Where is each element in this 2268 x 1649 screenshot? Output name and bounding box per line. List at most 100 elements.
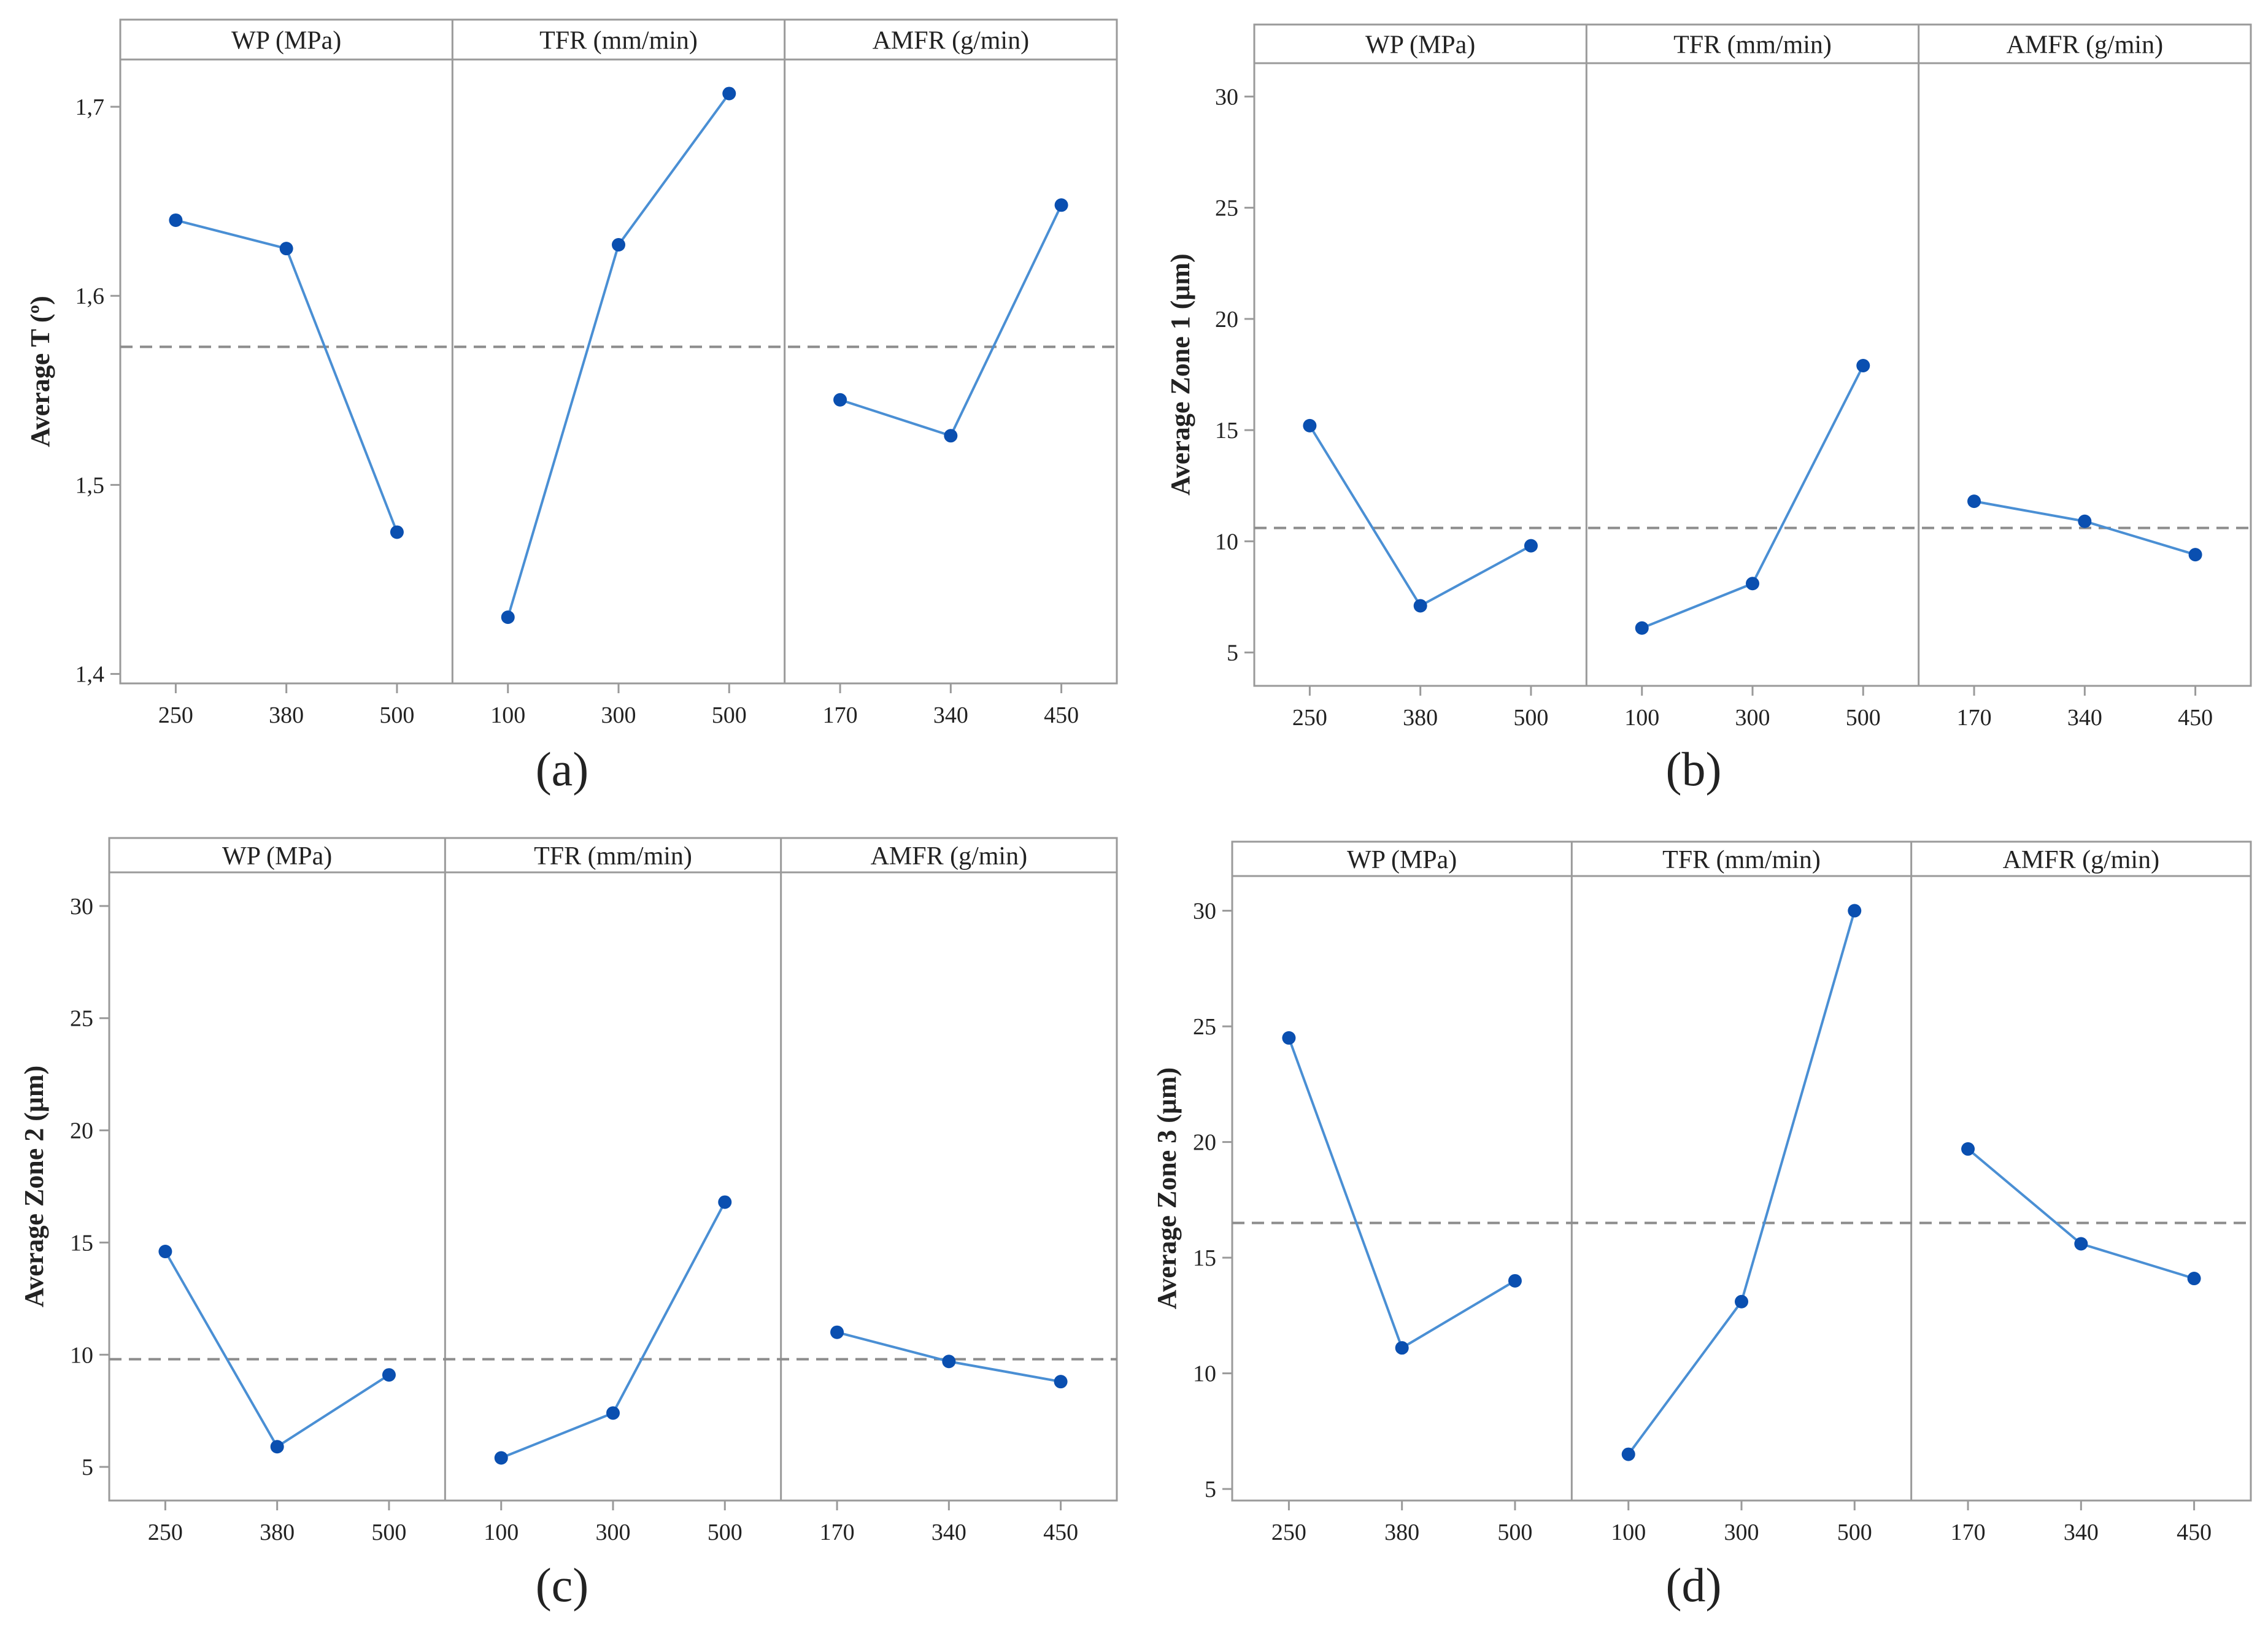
data-point <box>501 610 515 625</box>
x-tick-label: 100 <box>484 1520 519 1545</box>
data-point <box>1961 1142 1975 1156</box>
panel-label: (a) <box>536 742 589 796</box>
x-tick-label: 340 <box>2064 1520 2099 1545</box>
x-tick-label: 380 <box>1403 705 1438 731</box>
data-point <box>944 429 958 443</box>
main-effect-line <box>164 1251 390 1449</box>
plot-frame <box>108 837 1118 1502</box>
x-tick-label: 250 <box>1292 705 1327 731</box>
x-tick-label: 500 <box>1497 1520 1532 1545</box>
panel-label: (b) <box>1666 742 1722 796</box>
y-tick-label: 1,6 <box>75 283 105 309</box>
data-point <box>382 1368 396 1382</box>
main-effect-line <box>1287 1037 1516 1350</box>
factor-header: TFR (mm/min) <box>1673 31 1832 60</box>
data-point <box>606 1406 620 1420</box>
x-tick-label: 500 <box>379 702 414 728</box>
y-tick-label: 30 <box>1215 84 1238 110</box>
y-tick-label: 1,4 <box>75 662 105 688</box>
y-tick-label: 30 <box>70 894 93 920</box>
data-point <box>1635 621 1649 635</box>
main-effect-line <box>1308 425 1532 608</box>
y-tick-label: 25 <box>70 1006 93 1032</box>
data-point <box>169 213 183 227</box>
factor-header: AMFR (g/min) <box>2007 31 2164 60</box>
y-tick-label: 10 <box>1193 1361 1216 1387</box>
data-point <box>2187 1272 2201 1286</box>
y-tick-label: 1,7 <box>75 94 105 120</box>
data-point <box>494 1451 508 1465</box>
factor-header: WP (MPa) <box>231 27 341 55</box>
factor-header: TFR (mm/min) <box>534 842 692 871</box>
x-tick-label: 300 <box>1735 705 1770 731</box>
data-point <box>722 86 736 101</box>
x-tick-label: 380 <box>1384 1520 1419 1545</box>
x-tick-label: 170 <box>1957 705 1992 731</box>
x-tick-label: 100 <box>1624 705 1659 731</box>
factor-header: AMFR (g/min) <box>871 842 1028 871</box>
x-tick-label: 380 <box>260 1520 295 1545</box>
x-tick-label: 340 <box>932 1520 966 1545</box>
y-tick-label: 1,5 <box>75 472 105 498</box>
x-tick-label: 450 <box>1044 702 1079 728</box>
data-point <box>1395 1341 1409 1355</box>
data-point <box>2074 1237 2088 1251</box>
data-point <box>1524 539 1538 553</box>
x-tick-label: 300 <box>601 702 636 728</box>
y-tick-label: 15 <box>1193 1245 1216 1271</box>
data-point <box>830 1325 844 1339</box>
x-tick-label: 300 <box>1724 1520 1759 1545</box>
data-point <box>612 238 625 252</box>
x-tick-label: 500 <box>1846 705 1881 731</box>
main-effect-line <box>1627 910 1856 1455</box>
x-tick-label: 500 <box>712 702 747 728</box>
panel-d: 5 10 15 20 25 30 Average Zone 3 (μm) WP (MPa) 25… <box>1152 840 2252 1612</box>
data-point <box>390 525 404 539</box>
panel-label: (d) <box>1666 1558 1722 1612</box>
y-tick-label: 10 <box>1215 529 1238 555</box>
data-point <box>1746 577 1759 591</box>
data-point <box>1735 1294 1748 1309</box>
x-tick-label: 170 <box>823 702 858 728</box>
data-point <box>158 1245 172 1259</box>
x-tick-label: 500 <box>1513 705 1548 731</box>
y-tick-label: 5 <box>1227 640 1238 666</box>
x-tick-label: 500 <box>1837 1520 1872 1545</box>
data-point <box>1967 494 1981 509</box>
y-tick-label: 5 <box>82 1455 93 1480</box>
plot-frame <box>1231 840 2252 1502</box>
x-tick-label: 250 <box>148 1520 183 1545</box>
factor-header: WP (MPa) <box>222 842 332 871</box>
data-point <box>1054 198 1068 212</box>
y-tick-label: 30 <box>1193 899 1216 924</box>
x-tick-label: 250 <box>1271 1520 1306 1545</box>
x-tick-label: 500 <box>708 1520 742 1545</box>
data-point <box>279 242 293 256</box>
x-tick-label: 340 <box>933 702 968 728</box>
y-axis-title: Average Zone 1 (μm) <box>1165 253 1195 495</box>
y-tick-label: 10 <box>70 1342 93 1368</box>
x-tick-label: 170 <box>820 1520 855 1545</box>
x-tick-label: 250 <box>158 702 193 728</box>
main-effect-line <box>175 219 398 533</box>
data-point <box>833 393 847 407</box>
panel-b: 5 10 15 20 25 30 Average Zone 1 (μm) WP (MPa) 25… <box>1165 23 2252 796</box>
panel-label: (c) <box>536 1558 589 1612</box>
x-tick-label: 300 <box>596 1520 631 1545</box>
factor-header: TFR (mm/min) <box>539 27 698 55</box>
data-point <box>2078 514 2092 528</box>
data-point <box>1413 599 1427 613</box>
x-tick-label: 100 <box>490 702 525 728</box>
panel-a: 1,4 1,5 1,6 1,7 Average T (º) WP (MPa) 250 380 5… <box>25 18 1118 796</box>
factor-header: TFR (mm/min) <box>1662 846 1821 874</box>
data-point <box>1848 904 1862 918</box>
y-tick-label: 20 <box>1215 307 1238 332</box>
main-effect-line <box>1967 1148 2195 1280</box>
x-tick-label: 340 <box>2067 705 2102 731</box>
factor-header: AMFR (g/min) <box>873 27 1030 55</box>
x-tick-label: 100 <box>1611 1520 1646 1545</box>
y-axis-title: Average T (º) <box>25 296 55 447</box>
y-tick-label: 25 <box>1193 1014 1216 1040</box>
data-point <box>1508 1274 1522 1288</box>
